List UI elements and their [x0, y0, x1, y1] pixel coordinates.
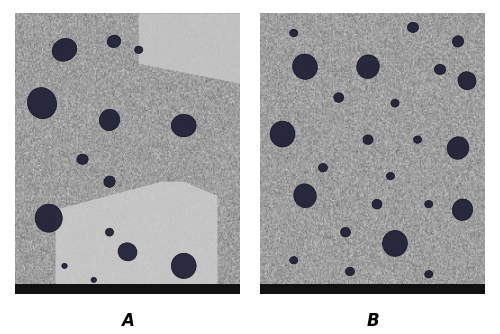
Ellipse shape — [104, 176, 115, 187]
Text: B: B — [366, 312, 379, 330]
Ellipse shape — [118, 243, 137, 261]
Ellipse shape — [447, 137, 469, 159]
Ellipse shape — [290, 257, 298, 264]
Ellipse shape — [172, 253, 196, 279]
Ellipse shape — [452, 36, 464, 47]
Ellipse shape — [452, 199, 472, 220]
Ellipse shape — [134, 46, 143, 53]
Ellipse shape — [340, 227, 350, 237]
Ellipse shape — [100, 109, 119, 131]
Ellipse shape — [108, 35, 120, 48]
Ellipse shape — [270, 121, 295, 147]
Ellipse shape — [346, 267, 354, 276]
Ellipse shape — [363, 135, 373, 144]
Ellipse shape — [334, 93, 344, 102]
Ellipse shape — [28, 88, 56, 119]
Ellipse shape — [77, 154, 88, 164]
Ellipse shape — [391, 99, 399, 107]
Ellipse shape — [382, 230, 407, 256]
Ellipse shape — [91, 277, 96, 283]
Bar — [260, 284, 485, 294]
Ellipse shape — [424, 200, 433, 208]
Ellipse shape — [52, 38, 77, 61]
Ellipse shape — [290, 29, 298, 37]
Ellipse shape — [372, 199, 382, 209]
Ellipse shape — [424, 271, 433, 278]
Ellipse shape — [106, 228, 114, 236]
Ellipse shape — [408, 22, 418, 32]
Bar — [15, 284, 240, 294]
Text: A: A — [121, 312, 134, 330]
Polygon shape — [139, 13, 240, 84]
Ellipse shape — [172, 114, 196, 137]
Ellipse shape — [292, 54, 318, 79]
Ellipse shape — [434, 64, 446, 74]
Ellipse shape — [294, 184, 316, 207]
Ellipse shape — [35, 204, 62, 232]
Polygon shape — [56, 182, 218, 294]
Ellipse shape — [318, 163, 328, 172]
Ellipse shape — [414, 136, 422, 143]
Ellipse shape — [357, 55, 379, 78]
Ellipse shape — [386, 172, 394, 180]
Ellipse shape — [62, 263, 67, 269]
Ellipse shape — [458, 72, 476, 90]
